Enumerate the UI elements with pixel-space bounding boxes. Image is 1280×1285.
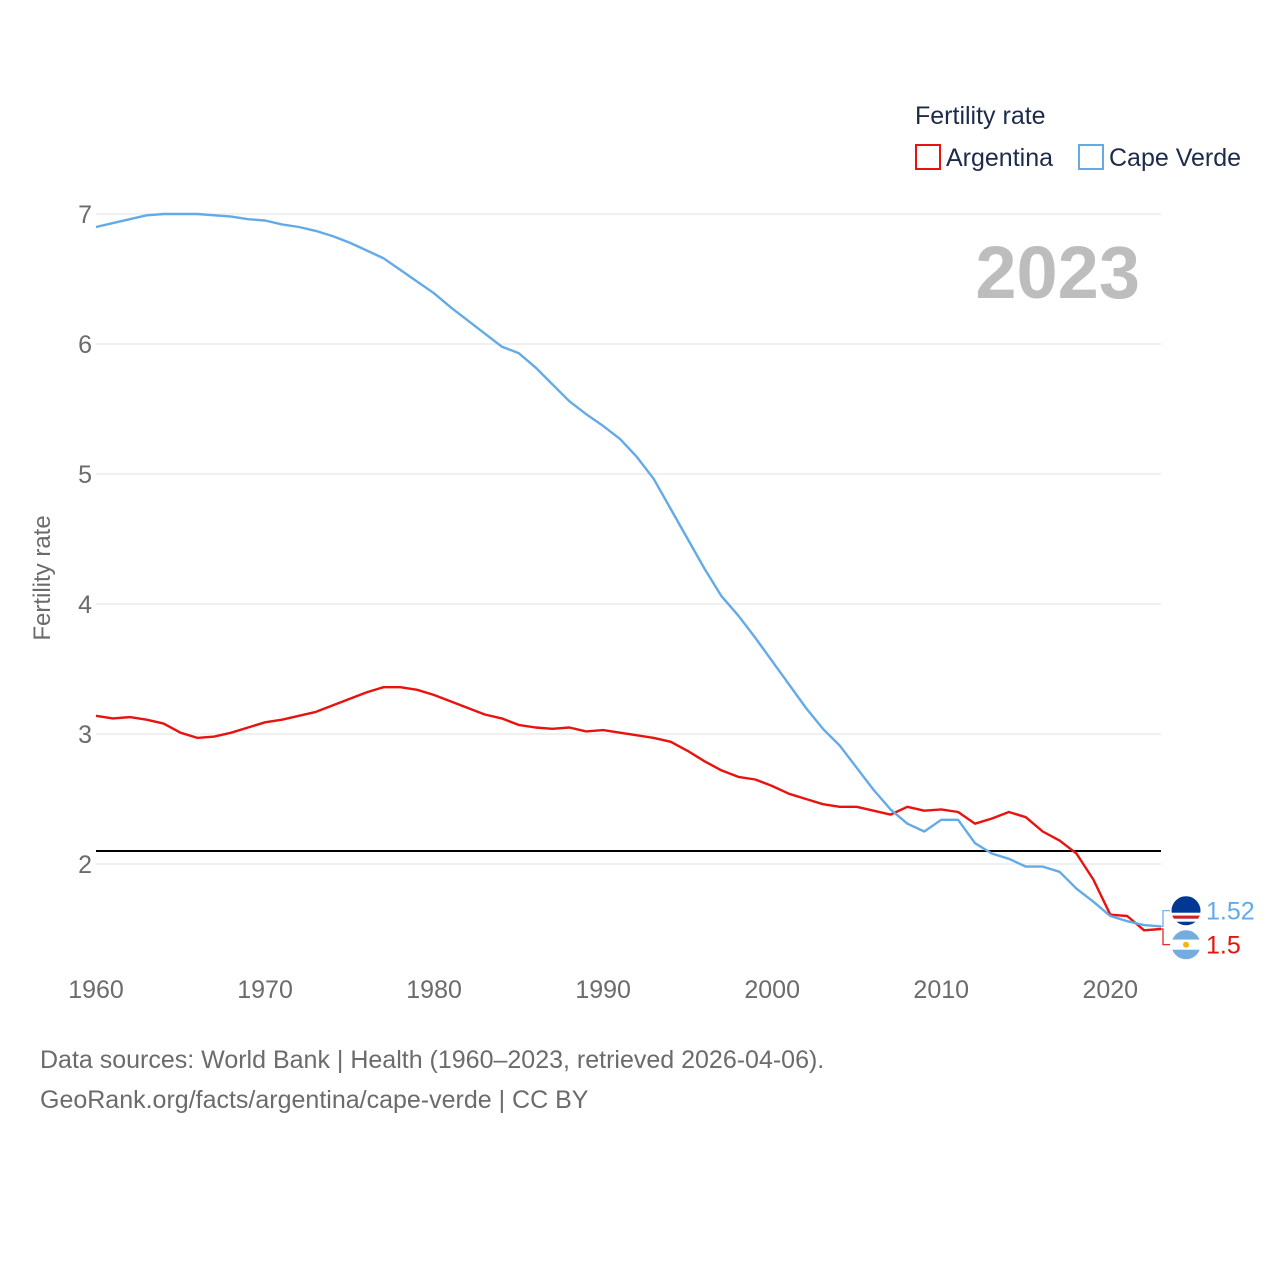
grid-layer	[96, 213, 1161, 865]
x-tick-label-1980: 1980	[406, 976, 462, 1004]
legend-label-cape-verde: Cape Verde	[1109, 144, 1241, 172]
legend-label-argentina: Argentina	[946, 144, 1053, 172]
y-tick-label-6: 6	[78, 331, 92, 359]
footer: Data sources: World Bank | Health (1960–…	[40, 1040, 824, 1120]
y-tick-label-2: 2	[78, 851, 92, 879]
y-tick-label-3: 3	[78, 721, 92, 749]
x-tick-label-2020: 2020	[1082, 976, 1138, 1004]
series-layer	[95, 212, 1162, 932]
year-watermark: 2023	[975, 231, 1140, 314]
x-tick-label-1990: 1990	[575, 976, 631, 1004]
x-tick-label-1960: 1960	[68, 976, 124, 1004]
x-tick-label-1970: 1970	[237, 976, 293, 1004]
legend-title: Fertility rate	[915, 102, 1046, 130]
footer-credit: GeoRank.org/facts/argentina/cape-verde |…	[40, 1086, 589, 1114]
end-value-label-argentina: 1.5	[1206, 932, 1241, 960]
footer-sources: Data sources: World Bank | Health (1960–…	[40, 1046, 825, 1074]
legend-swatch-argentina	[915, 144, 941, 170]
legend-swatch-cape-verde	[1078, 144, 1104, 170]
series-line-cape-verde[interactable]	[95, 212, 1162, 928]
series-line-argentina[interactable]	[95, 686, 1162, 932]
legend-item-cape-verde[interactable]: Cape Verde	[1078, 144, 1241, 172]
cape-verde-flag-icon	[1170, 895, 1202, 927]
x-tick-label-2010: 2010	[913, 976, 969, 1004]
axis-layer: 2 3 4 5 6 7 1960 1970 1980 1990 2000 2010 2020	[68, 201, 1138, 1004]
end-connector-argentina	[1161, 928, 1170, 946]
y-tick-label-4: 4	[78, 591, 92, 619]
argentina-flag-icon	[1170, 929, 1202, 961]
y-tick-label-5: 5	[78, 461, 92, 489]
x-tick-label-2000: 2000	[744, 976, 800, 1004]
end-label-layer: 1.52 1.5	[1161, 895, 1255, 961]
legend: Fertility rate Argentina Cape Verde	[915, 102, 1241, 172]
end-value-label-cape-verde: 1.52	[1206, 898, 1255, 926]
y-tick-label-7: 7	[78, 201, 92, 229]
legend-item-argentina[interactable]: Argentina	[915, 144, 1053, 172]
end-connector-cape-verde	[1161, 910, 1170, 928]
y-axis-title: Fertility rate	[29, 515, 56, 640]
